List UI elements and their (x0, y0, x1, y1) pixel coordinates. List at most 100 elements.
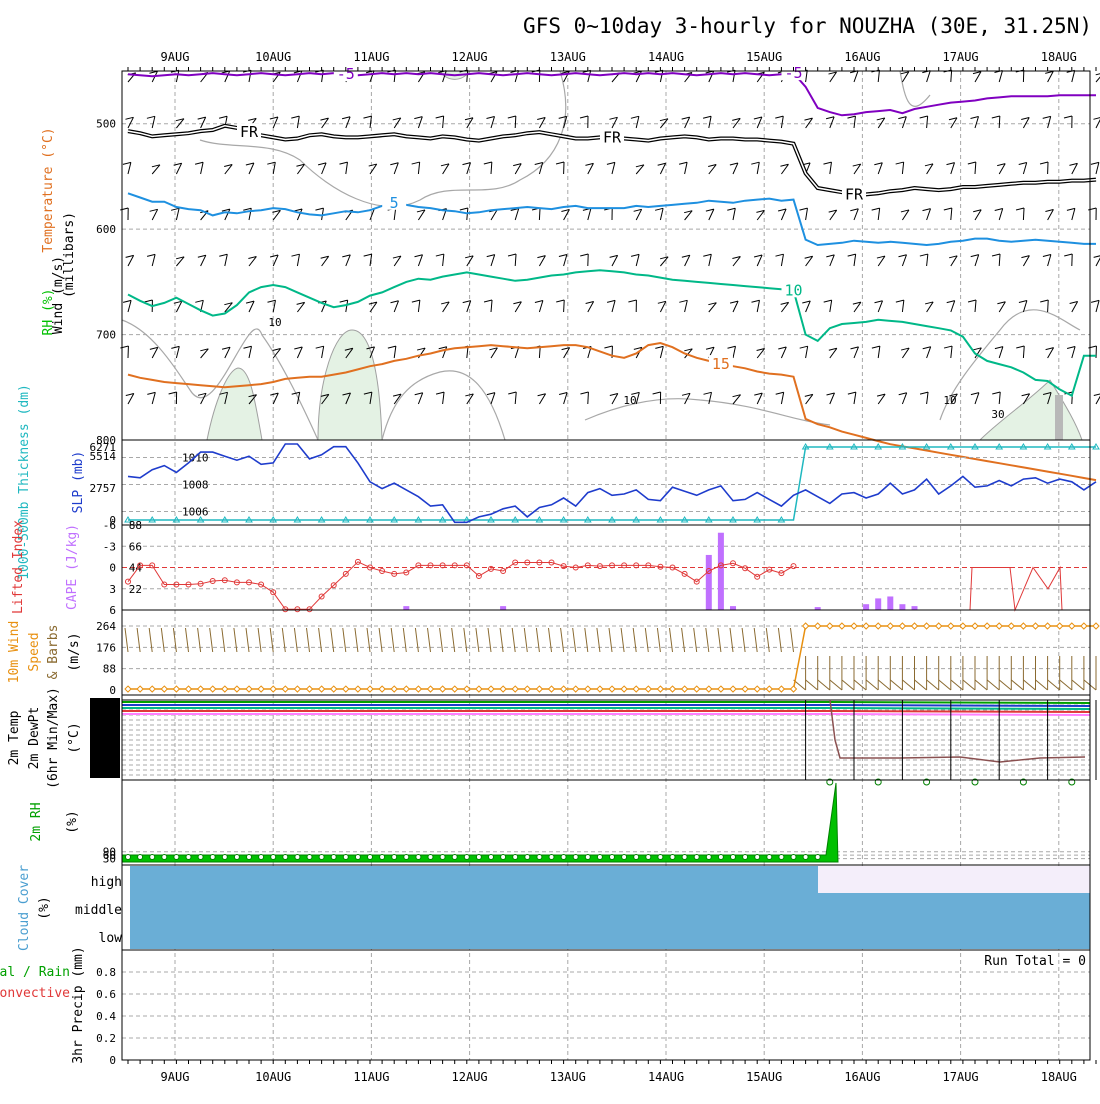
rh2m-marker (670, 855, 675, 860)
cape-bar (863, 604, 869, 610)
rh2m-marker (150, 855, 155, 860)
wind-barb (564, 300, 565, 312)
slp-tick: 1010 (182, 452, 209, 465)
precip-tick: 0.2 (96, 1032, 116, 1045)
rh2m-marker (549, 855, 554, 860)
ylabel-temperature: Temperature (°C) (41, 127, 56, 252)
rh2m-marker (380, 855, 385, 860)
rh2m-marker (331, 855, 336, 860)
rh2m-marker (682, 855, 687, 860)
run-total: Run Total = 0 (984, 954, 1086, 969)
date-label-top: 18AUG (1041, 50, 1077, 64)
ylabel-rh: RH (%) (41, 289, 56, 336)
rh2m-marker (368, 855, 373, 860)
rh2m-marker (597, 855, 602, 860)
wind10-tick: 88 (103, 663, 116, 676)
wind-barb (1048, 300, 1049, 312)
rh2m-marker (271, 855, 276, 860)
rh2m-marker (646, 855, 651, 860)
ylabel-wind10-c: & Barbs (46, 625, 61, 680)
wind10-tick: 176 (96, 641, 116, 654)
ylabel-millibars: (millibars) (62, 212, 77, 298)
cape-bar (718, 533, 724, 610)
ylabel-temp2m-a: 2m Temp (7, 710, 22, 765)
date-label-bottom: 15AUG (746, 1070, 782, 1084)
cape-bar (403, 606, 409, 610)
date-label-bottom: 17AUG (943, 1070, 979, 1084)
wind-barb (999, 116, 1000, 128)
rh2m-marker (138, 855, 143, 860)
rh2m-marker (428, 855, 433, 860)
date-label-bottom: 14AUG (648, 1070, 684, 1084)
rh2m-marker (537, 855, 542, 860)
date-label-bottom: 12AUG (452, 1070, 488, 1084)
precip-tick: 0.8 (96, 966, 116, 979)
wind-barb (588, 392, 589, 404)
rh-contour-label: 30 (991, 408, 1004, 421)
rh2m-marker (779, 855, 784, 860)
date-label-top: 9AUG (161, 50, 190, 64)
rh2m-marker (731, 855, 736, 860)
rh2m-marker (126, 855, 131, 860)
ylabel-temp2m-c: (6hr Min/Max) (46, 687, 61, 789)
rh2m-marker (513, 855, 518, 860)
ylabel-precip-total: Total / Rain (0, 965, 70, 980)
cloud-high (818, 866, 1090, 893)
pressure-tick: 500 (96, 118, 116, 131)
precip-tick: 0.6 (96, 988, 116, 1001)
li-tick: 3 (109, 583, 116, 596)
cloud-level-label: low (99, 931, 123, 946)
rh-contour-label: 10 (623, 394, 636, 407)
wind-barb (515, 116, 516, 128)
rh2m-marker (767, 855, 772, 860)
slp-tick: 1008 (182, 479, 209, 492)
ylabel-cloud-units: (%) (37, 896, 52, 919)
rh2m-marker (295, 855, 300, 860)
thickness-tick: 5514 (90, 450, 117, 463)
rh2m-marker (755, 855, 760, 860)
date-label-top: 14AUG (648, 50, 684, 64)
date-label-bottom: 10AUG (255, 1070, 291, 1084)
rh2m-marker (416, 855, 421, 860)
pressure-tick: 700 (96, 329, 116, 342)
isotherm-label: -5 (784, 64, 802, 82)
rh2m-marker (815, 855, 820, 860)
rh2m-marker (307, 855, 312, 860)
ylabel-temp2m-units: (°C) (67, 722, 82, 753)
rh2m-tick: 30 (103, 853, 116, 866)
cloud-panel: high middle low (75, 865, 1090, 950)
slp-tick: 1006 (182, 506, 209, 519)
wind10-tick: 264 (96, 620, 116, 633)
cloud-level-label: middle (75, 903, 122, 918)
ylabel-wind10-b: Speed (27, 632, 42, 671)
rh2m-marker (501, 855, 506, 860)
wind-barb (1023, 208, 1024, 220)
precip-tick: 0 (109, 1054, 116, 1067)
rh2m-marker (634, 855, 639, 860)
cloud-level-label: high (91, 875, 122, 890)
cape-bar (875, 598, 881, 610)
wind10-tick: 0 (109, 684, 116, 697)
rh2m-marker (355, 855, 360, 860)
date-label-top: 12AUG (452, 50, 488, 64)
cape-bar (500, 606, 506, 610)
cape-tick: 66 (129, 540, 142, 553)
date-label-bottom: 9AUG (161, 1070, 190, 1084)
rh2m-marker (186, 855, 191, 860)
rh2m-marker (174, 855, 179, 860)
rh2m-marker (658, 855, 663, 860)
ylabel-rh2m-units: (%) (65, 810, 80, 833)
ylabel-precip: 3hr Precip (mm) (71, 946, 86, 1063)
rh2m-marker (222, 855, 227, 860)
ylabel-lifted-index: Lifted Index (11, 520, 26, 614)
date-label-top: 10AUG (255, 50, 291, 64)
rh2m-marker (489, 855, 494, 860)
li-tick: -6 (103, 519, 116, 532)
thickness-tick: 2757 (90, 482, 117, 495)
li-tick: -3 (103, 540, 116, 553)
rh2m-marker (622, 855, 627, 860)
rh2m-marker (585, 855, 590, 860)
ylabel-wind10-units: (m/s) (67, 632, 82, 671)
rh2m-marker (610, 855, 615, 860)
